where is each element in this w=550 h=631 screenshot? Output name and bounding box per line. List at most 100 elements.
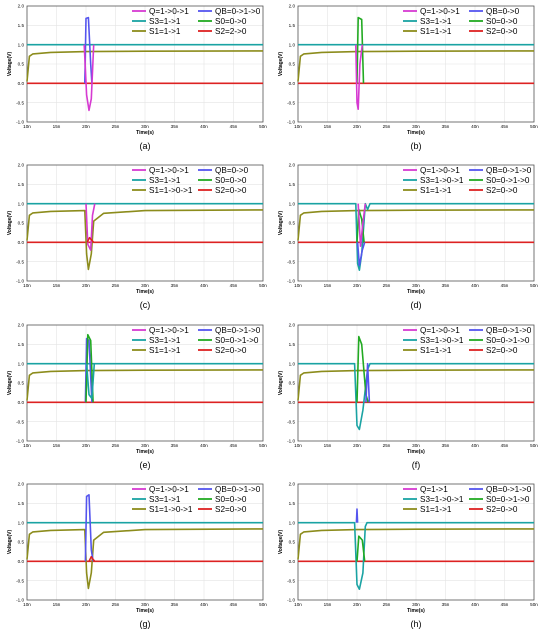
x-tick-label: 15n [53, 283, 61, 288]
x-tick-label: 15n [53, 124, 61, 129]
y-tick-label: -0.5 [16, 419, 24, 424]
x-tick-label: 15n [53, 443, 61, 448]
legend-label-qb: QB=0->1->0 [486, 166, 532, 175]
y-tick-label: -1.0 [287, 439, 295, 444]
x-tick-label: 35n [171, 602, 179, 607]
series-line-s3b [85, 363, 96, 400]
y-tick-label: 1.5 [289, 342, 296, 347]
y-axis-label: Voltage(V) [278, 370, 284, 395]
y-tick-label: 1.0 [289, 361, 296, 366]
panel-label: (e) [140, 460, 151, 470]
y-tick-label: -0.5 [287, 578, 295, 583]
y-tick-label: 0.5 [18, 221, 25, 226]
y-tick-label: 0.5 [289, 221, 296, 226]
plot-frame [297, 324, 535, 442]
x-tick-label: 30n [141, 602, 149, 607]
legend-label-s3: S3=1->1 [420, 17, 452, 26]
x-tick-label: 40n [200, 283, 208, 288]
legend: Q=1->0->1 QB=0->1->0 S3=1->1 S0=0->0 S1=1->1… [132, 7, 261, 36]
series-group [297, 508, 535, 590]
x-tick-label: 35n [171, 283, 179, 288]
x-tick-label: 10n [23, 443, 31, 448]
x-tick-label: 50n [530, 443, 538, 448]
y-tick-label: 2.0 [18, 4, 25, 9]
y-tick-label: -1.0 [16, 439, 24, 444]
y-axis-label: Voltage(V) [278, 210, 284, 235]
x-tick-label: 35n [171, 443, 179, 448]
legend-label-q: Q=1->0->1 [149, 7, 189, 16]
plot-frame [297, 483, 535, 601]
x-tick-label: 30n [412, 443, 420, 448]
y-axis-label: Voltage(V) [7, 210, 13, 235]
y-tick-label: -1.0 [16, 279, 24, 284]
y-tick-label: 0.5 [289, 381, 296, 386]
x-tick-label: 20n [82, 283, 90, 288]
series-line-s3 [298, 362, 534, 431]
panel-label: (g) [140, 619, 151, 629]
y-tick-label: 1.5 [18, 182, 25, 187]
x-tick-label: 25n [383, 602, 391, 607]
series-line-s1 [297, 209, 535, 241]
legend-label-s2: S2=0->0 [215, 505, 247, 514]
series-line-q [83, 44, 95, 112]
legend: Q=1->1 QB=0->1->0 S3=1->0->1 S0=0->1->0 S1=1… [403, 485, 532, 514]
x-tick-label: 40n [200, 443, 208, 448]
legend: Q=1->0->1 QB=0->1->0 S3=1->1 S0=0->1->0 S1=1… [132, 326, 261, 355]
y-tick-label: 0.0 [289, 400, 296, 405]
y-tick-label: -1.0 [16, 120, 24, 125]
y-tick-label: -0.5 [16, 100, 24, 105]
legend-label-qb: QB=0->0 [486, 7, 520, 16]
series-line-s1 [26, 50, 264, 82]
legend-label-s3: S3=1->1 [149, 336, 181, 345]
y-tick-label: 2.0 [18, 482, 25, 487]
x-tick-label: 25n [112, 602, 120, 607]
legend: Q=1->0->1 QB=0->0 S3=1->1 S0=0->0 S1=1->0->1… [132, 166, 249, 195]
x-tick-label: 25n [383, 443, 391, 448]
legend-label-s0: S0=0->1->0 [215, 336, 259, 345]
series-line-s2b [88, 555, 96, 562]
y-tick-label: 1.5 [18, 501, 25, 506]
x-tick-label: 45n [230, 283, 238, 288]
legend-label-qb: QB=0->1->0 [215, 485, 261, 494]
plot-frame [26, 324, 264, 442]
x-tick-label: 30n [412, 602, 420, 607]
x-axis-label: Time(s) [136, 608, 154, 614]
x-tick-label: 25n [112, 283, 120, 288]
legend-label-s0: S0=0->1->0 [486, 495, 530, 504]
x-tick-label: 50n [259, 283, 267, 288]
y-axis-label: Voltage(V) [7, 529, 13, 554]
panel-label: (d) [411, 300, 422, 310]
x-tick-label: 35n [171, 124, 179, 129]
y-tick-label: 0.0 [289, 559, 296, 564]
legend-label-s2: S2=0->0 [486, 186, 518, 195]
legend-label-s2: S2=0->0 [215, 346, 247, 355]
plot-frame [26, 5, 264, 123]
legend-label-s1: S1=1->1 [420, 505, 452, 514]
x-tick-label: 50n [259, 443, 267, 448]
series-line-qb [84, 16, 93, 84]
y-axis-label: Voltage(V) [7, 370, 13, 395]
legend-label-s1: S1=1->1 [149, 346, 181, 355]
x-axis-label: Time(s) [136, 130, 154, 136]
series-line-s1 [26, 369, 264, 401]
y-tick-label: 0.5 [18, 540, 25, 545]
x-tick-label: 45n [501, 124, 509, 129]
legend: Q=1->0->1 QB=0->1->0S3=1->0->1 S0=0->1->0S… [403, 166, 532, 195]
legend-label-s3: S3=1->1 [149, 176, 181, 185]
legend-label-s0: S0=0->0 [215, 176, 247, 185]
legend-label-s1: S1=1->0->1 [149, 505, 193, 514]
y-tick-label: -1.0 [287, 279, 295, 284]
x-axis-label: Time(s) [407, 130, 425, 136]
legend-label-s3: S3=1->1 [149, 495, 181, 504]
legend-label-s2: S2=0->0 [486, 346, 518, 355]
x-tick-label: 15n [324, 124, 332, 129]
x-axis-label: Time(s) [136, 449, 154, 455]
y-tick-label: 1.5 [289, 182, 296, 187]
series-group [26, 202, 264, 271]
x-tick-label: 45n [230, 602, 238, 607]
x-tick-label: 40n [200, 602, 208, 607]
x-tick-label: 35n [442, 283, 450, 288]
series-line-s1 [26, 209, 264, 271]
x-tick-label: 50n [259, 124, 267, 129]
